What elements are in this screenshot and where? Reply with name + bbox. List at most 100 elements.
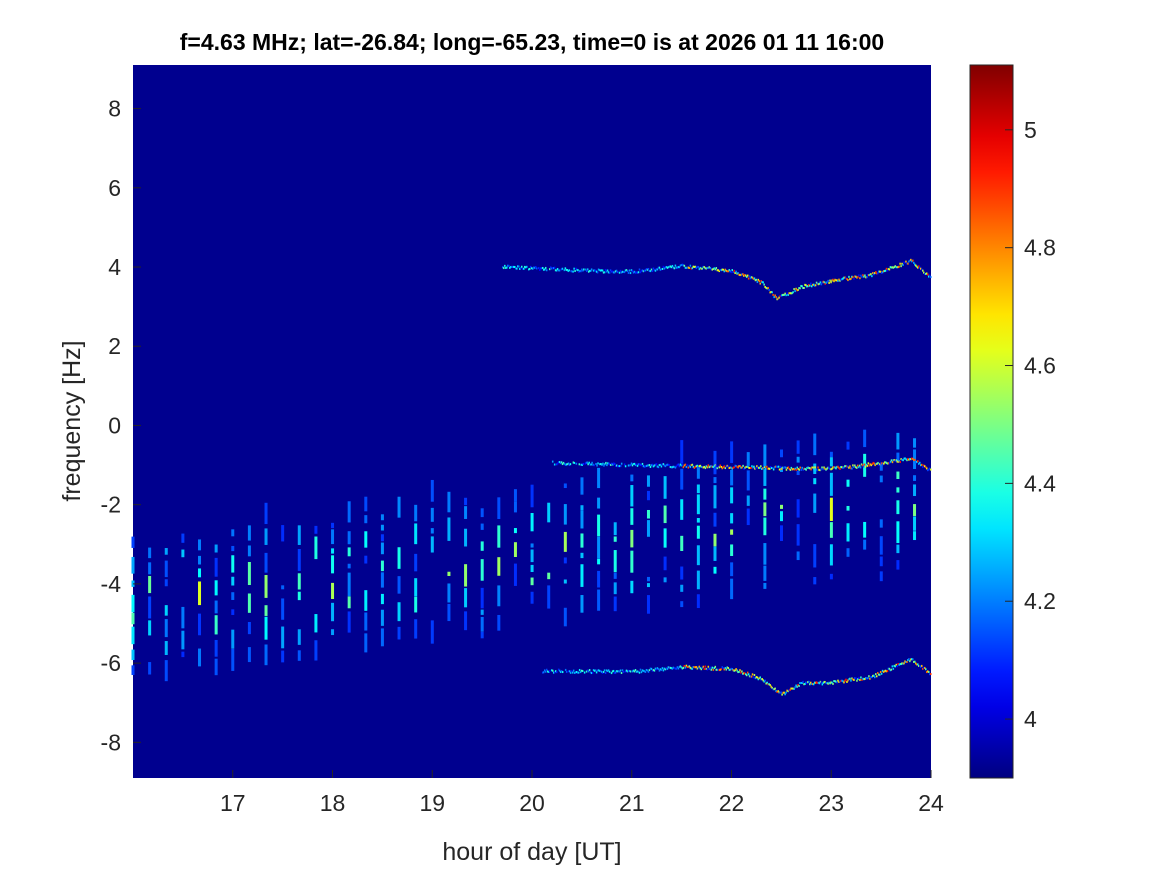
trace-middle-point [926,467,928,470]
trace-lower-point [880,672,883,675]
trace-middle-point [888,461,891,464]
trace-upper-point [712,267,715,270]
trace-lower-point [681,667,684,670]
trace-upper-point [765,286,767,289]
trace-upper-point [719,268,722,271]
trace-upper-point [701,267,704,270]
trace-upper-point [592,269,595,272]
streak-segment [331,522,335,529]
trace-upper-point [904,261,906,264]
trace-upper-point [771,291,773,294]
streak-segment [530,564,534,572]
trace-middle-point [568,463,571,466]
trace-upper-point [911,260,913,263]
trace-upper-point [818,282,821,285]
trace-upper-point [710,268,713,271]
trace-upper-point [821,281,824,284]
trace-middle-point [766,467,769,470]
trace-lower-point [634,669,637,672]
trace-upper-point [554,269,557,272]
trace-middle-point [925,466,927,469]
trace-lower-point [574,671,577,674]
trace-lower-point [605,669,608,672]
trace-upper-point [883,270,886,273]
streak-segment [281,598,285,620]
trace-lower-point [598,669,601,672]
trace-middle-point [878,464,880,467]
streak-segment [613,550,617,573]
trace-upper-point [918,265,920,268]
trace-upper-point [924,273,926,276]
colorbar-tick-label: 4.2 [1024,588,1056,614]
trace-lower-point [694,666,697,669]
trace-upper-point [703,266,706,269]
trace-lower-point [825,681,827,684]
trace-upper-point [574,270,576,273]
trace-upper-point [698,268,701,271]
trace-middle-point [563,462,566,465]
trace-upper-point [504,264,506,267]
trace-upper-point [609,269,612,272]
trace-upper-point [736,272,738,275]
streak-segment [863,539,867,550]
streak-segment [497,614,501,631]
streak-segment [597,514,601,537]
trace-middle-point [886,462,889,465]
trace-middle-point [846,465,848,468]
trace-lower-point [744,672,746,675]
streak-segment [563,483,567,489]
trace-middle-point [891,461,894,464]
trace-upper-point [837,280,839,283]
streak-segment [364,531,368,548]
streak-segment [879,571,883,582]
trace-middle-point [716,467,719,470]
trace-upper-point [578,270,580,273]
trace-upper-point [865,276,867,279]
trace-upper-point [639,271,642,274]
x-tick-label: 19 [419,790,445,816]
trace-upper-point [668,265,671,268]
trace-lower-point [655,668,658,671]
trace-middle-point [561,463,564,466]
streak-segment [630,580,634,594]
trace-middle-point [866,464,869,467]
y-tick-label: -8 [101,729,121,755]
trace-lower-point [745,674,748,677]
streak-segment [131,665,135,676]
trace-upper-point [699,266,702,269]
streak-segment [297,629,301,645]
trace-lower-point [797,684,799,687]
trace-lower-point [643,670,646,673]
streak-segment [896,521,900,544]
trace-middle-point [654,463,657,466]
trace-lower-point [576,671,579,674]
trace-upper-point [543,268,546,271]
trace-middle-point [922,465,924,468]
trace-upper-point [879,270,882,273]
trace-middle-point [591,461,593,464]
trace-upper-point [688,267,691,270]
trace-middle-point [634,464,637,467]
trace-upper-point [509,266,511,269]
trace-lower-point [725,668,728,671]
trace-middle-point [747,465,749,468]
trace-middle-point [806,466,808,469]
streak-segment [730,578,734,600]
trace-middle-point [810,468,812,471]
trace-middle-point [653,464,656,467]
trace-lower-point [859,678,861,681]
streak-segment [447,517,451,541]
trace-middle-point [752,466,754,469]
trace-upper-point [786,292,788,295]
trace-lower-point [703,667,706,670]
trace-upper-point [738,273,740,276]
trace-upper-point [685,266,688,269]
trace-middle-point [918,462,920,465]
trace-middle-point [792,467,795,470]
streak-segment [829,522,833,538]
trace-middle-point [856,464,859,467]
trace-upper-point [794,290,796,293]
trace-lower-point [798,684,800,687]
trace-middle-point [719,464,722,467]
trace-middle-point [801,466,803,469]
